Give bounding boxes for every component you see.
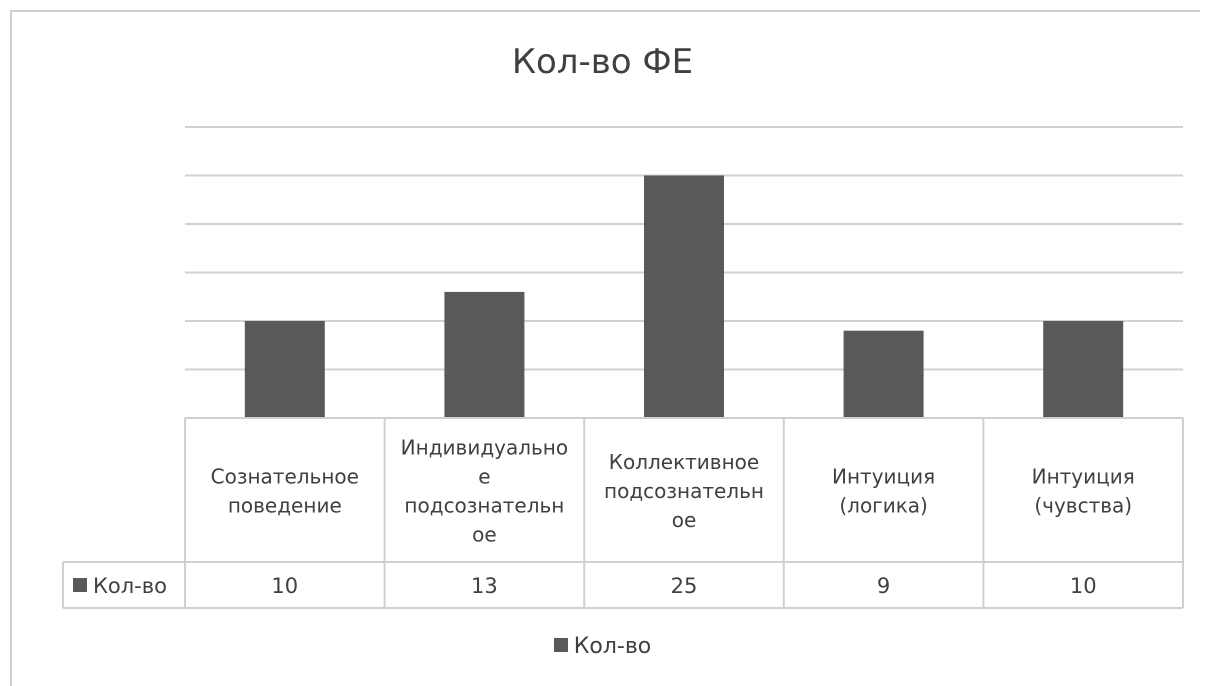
data-label: 9 xyxy=(877,574,890,598)
bar xyxy=(1043,321,1124,418)
bar xyxy=(843,330,924,418)
legend: Кол-во xyxy=(0,634,1205,659)
legend-label: Кол-во xyxy=(573,634,652,659)
chart-area xyxy=(10,10,1200,686)
data-label: 10 xyxy=(271,574,298,598)
bar xyxy=(244,321,325,418)
category-label: Коллективное подсознательн ое xyxy=(604,450,764,532)
category-label: Интуиция (логика) xyxy=(832,465,935,518)
data-label: 10 xyxy=(1070,574,1097,598)
category-label: Интуиция (чувства) xyxy=(1032,465,1135,518)
row-header-label: Кол-во xyxy=(93,574,167,598)
data-label: 13 xyxy=(471,574,498,598)
category-label: Индивидуально е подсознательн ое xyxy=(401,436,568,547)
legend-swatch xyxy=(553,638,568,652)
chart-title: Кол-во ФЕ xyxy=(511,42,694,82)
category-label: Сознательное поведение xyxy=(211,465,359,518)
data-label: 25 xyxy=(671,574,698,598)
bar xyxy=(644,175,724,418)
row-header-swatch xyxy=(73,578,87,592)
bar xyxy=(444,291,525,418)
